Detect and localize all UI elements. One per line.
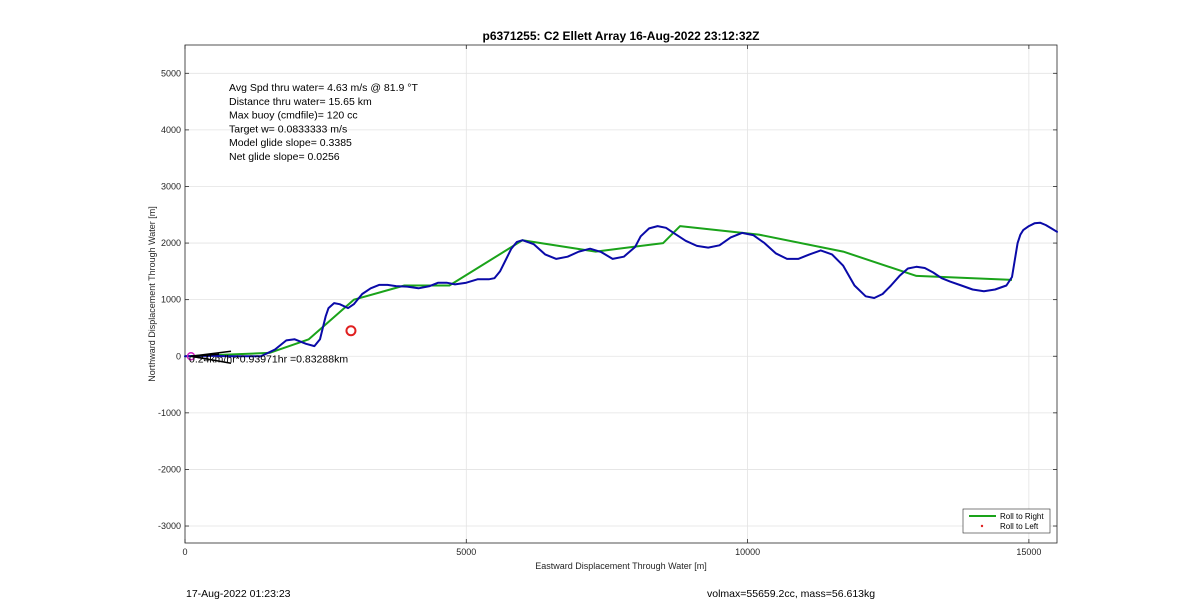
legend: Roll to Right Roll to Left: [962, 508, 1051, 534]
legend-box: [962, 508, 1051, 534]
annotation-line: Model glide slope= 0.3385: [229, 137, 352, 149]
y-tick-label: 1000: [161, 295, 181, 305]
y-tick-label: 5000: [161, 68, 181, 78]
x-tick-label: 0: [182, 547, 187, 557]
annotation-line: Net glide slope= 0.0256: [229, 151, 340, 163]
x-axis-label: Eastward Displacement Through Water [m]: [535, 561, 707, 571]
plot-area: [184, 44, 1058, 544]
series-line-roll-to-right: [184, 225, 1013, 358]
axis-ticks: 0 5000 10000 15000 -3000 -2000 -1000 0 1000 2000 3…: [158, 45, 1057, 557]
y-tick-label: -2000: [158, 464, 181, 474]
heading-arrow-icon: [190, 350, 232, 364]
series-line-trajectory: [184, 221, 1058, 358]
footer-volume-mass: volmax=55659.2cc, mass=56.613kg: [707, 588, 876, 600]
x-tick-label: 15000: [1016, 547, 1041, 557]
footer-timestamp: 17-Aug-2022 01:23:23: [186, 588, 291, 600]
stats-annotations: Avg Spd thru water= 4.63 m/s @ 81.9 °T Di…: [229, 82, 418, 163]
legend-label-roll-right: Roll to Right: [1000, 512, 1044, 521]
x-tick-label: 5000: [456, 547, 476, 557]
annotation-line: Max buoy (cmdfile)= 120 cc: [229, 110, 358, 122]
y-tick-label: 0: [176, 351, 181, 361]
data-series: [184, 221, 1058, 364]
grid-lines: [184, 45, 1057, 543]
point-label: 0.24km/hr*0.93971hr =0.83288km: [189, 353, 348, 365]
roll-to-left-marker: [345, 325, 357, 337]
annotation-line: Target w= 0.0833333 m/s: [229, 123, 347, 135]
legend-label-roll-left: Roll to Left: [1000, 522, 1039, 531]
annotation-line: Avg Spd thru water= 4.63 m/s @ 81.9 °T: [229, 82, 418, 94]
y-tick-label: -3000: [158, 521, 181, 531]
y-tick-label: 3000: [161, 181, 181, 191]
y-tick-label: 2000: [161, 238, 181, 248]
legend-swatch-roll-left: [980, 524, 984, 528]
chart-title: p6371255: C2 Ellett Array 16-Aug-2022 23…: [482, 29, 759, 43]
y-tick-label: -1000: [158, 408, 181, 418]
y-axis-label: Northward Displacement Through Water [m]: [147, 206, 157, 382]
y-tick-label: 4000: [161, 125, 181, 135]
annotation-line: Distance thru water= 15.65 km: [229, 96, 372, 108]
x-tick-label: 10000: [735, 547, 760, 557]
